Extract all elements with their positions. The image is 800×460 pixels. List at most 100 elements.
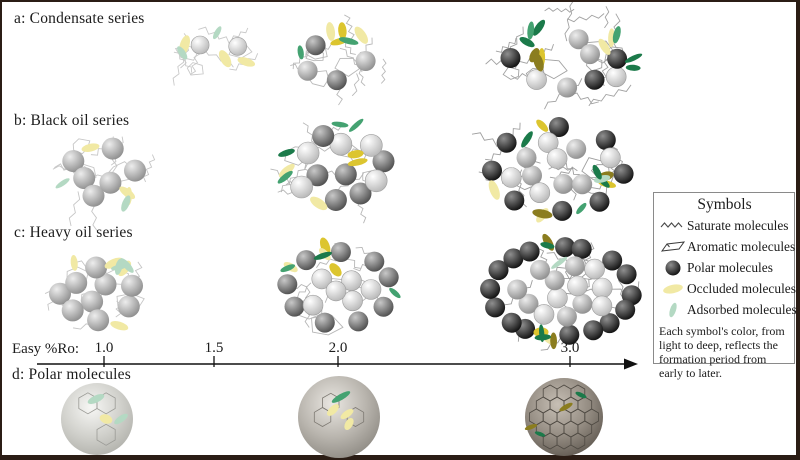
adsorbed-molecule — [277, 170, 293, 184]
adsorbed-molecule — [532, 19, 546, 36]
sphere-molecule — [349, 182, 372, 205]
cluster-heavyoil-early — [44, 255, 145, 332]
sphere-molecule — [49, 282, 71, 305]
adsorbed-molecule — [120, 258, 134, 273]
occluded-molecule — [329, 263, 342, 277]
occluded-molecule — [344, 418, 354, 430]
sphere-molecule — [297, 60, 318, 81]
polar-molecule — [571, 238, 592, 259]
sphere-molecule — [584, 258, 605, 280]
saturate-molecule — [172, 43, 189, 86]
sphere-molecule — [556, 306, 577, 327]
legend-note: Each symbol's color, from light to deep,… — [659, 324, 785, 381]
sphere-molecule — [62, 150, 85, 173]
sphere-molecule — [591, 277, 613, 299]
polar-sphere-1 — [61, 383, 133, 455]
cluster-heavyoil-late — [480, 233, 642, 351]
axis-tick-label: 3.0 — [560, 340, 580, 356]
legend-item-label: Polar molecules — [687, 259, 773, 275]
polar-molecule — [482, 160, 502, 181]
polar-molecule — [555, 237, 576, 258]
legend-title: Symbols — [697, 196, 752, 213]
adsorbed-molecule — [540, 242, 555, 249]
adsorbed-molecule — [338, 37, 359, 45]
occluded-molecule — [488, 180, 500, 200]
legend-item-label: Occluded molecules — [687, 280, 796, 296]
polar-molecule — [595, 130, 616, 150]
sphere-molecule — [82, 184, 105, 207]
adsorbed-molecule — [551, 256, 568, 269]
adsorbed-molecule — [331, 391, 351, 403]
occluded-molecule — [237, 57, 256, 67]
polar-molecule — [503, 248, 524, 269]
sphere-molecule — [567, 275, 588, 297]
aromatic-icon — [659, 240, 687, 254]
adsorbed-molecule — [121, 195, 131, 212]
sphere-molecule — [121, 274, 143, 297]
adsorbed-molecule — [625, 64, 641, 71]
legend-box: Symbols Saturate molecules Aromatic molec… — [653, 192, 797, 380]
polar-molecule — [504, 190, 525, 211]
row-label-heavyoil: c: Heavy oil series — [14, 224, 133, 241]
row-label-blackoil: b: Black oil series — [14, 112, 130, 129]
sphere-molecule — [73, 167, 96, 190]
occluded-molecule — [218, 50, 232, 68]
occluded-molecule — [354, 26, 369, 44]
saturate-molecule — [564, 2, 575, 42]
legend-item: Saturate molecules — [659, 215, 790, 236]
sphere-molecule — [500, 167, 522, 188]
sphere-molecule — [342, 290, 363, 312]
sphere-molecule — [572, 174, 593, 195]
saturate-molecule — [351, 73, 360, 97]
saturate-icon — [659, 219, 687, 233]
adsorbed-molecule — [331, 121, 349, 128]
polar-icon — [659, 259, 687, 277]
sphere-molecule — [544, 270, 565, 291]
adsorbed-icon — [659, 301, 687, 319]
legend-items: Saturate molecules Aromatic molecules Pola… — [659, 215, 797, 320]
cluster-condensate-mid — [290, 14, 387, 106]
adsorbed-molecule — [624, 53, 643, 63]
sphere-molecule — [290, 175, 313, 199]
sphere-molecule — [190, 35, 210, 55]
occluded-molecule — [598, 38, 611, 55]
sphere-molecule — [101, 137, 124, 160]
occluded-molecule — [347, 158, 368, 167]
polar-molecule — [496, 132, 517, 153]
cluster-condensate-late — [485, 2, 643, 110]
sphere-molecule — [537, 132, 559, 153]
saturate-molecule — [544, 7, 575, 13]
occluded-molecule — [338, 22, 347, 40]
polar-molecule — [589, 191, 610, 212]
sphere-molecule — [94, 273, 117, 296]
sphere-molecule — [87, 309, 110, 332]
occluded-molecule — [347, 150, 364, 159]
sphere-molecule — [312, 125, 335, 147]
sphere-molecule — [296, 141, 320, 165]
sphere-molecule — [516, 147, 537, 168]
saturate-molecule — [604, 6, 610, 29]
occluded-molecule — [529, 48, 540, 63]
polar-molecule — [583, 320, 604, 341]
sphere-molecule — [326, 70, 347, 91]
polar-molecule — [552, 200, 573, 221]
sphere-molecule — [277, 274, 298, 295]
row-label-condensate: a: Condensate series — [14, 10, 145, 27]
adsorbed-molecule — [212, 26, 222, 40]
axis-title: Easy %Ro: — [12, 341, 80, 357]
adsorbed-molecule — [87, 393, 105, 405]
saturate-molecule — [280, 163, 307, 193]
sphere-molecule — [526, 69, 547, 90]
sphere-molecule — [306, 164, 329, 187]
occluded-molecule — [327, 404, 339, 416]
sphere-molecule — [284, 296, 305, 317]
occluded-molecule — [536, 119, 549, 132]
sphere-molecule — [302, 294, 324, 316]
adsorbed-molecule — [519, 37, 535, 48]
axis-tick-label: 1.0 — [94, 340, 114, 356]
occluded-molecule — [608, 28, 615, 48]
polar-sphere-2 — [298, 376, 380, 458]
sphere-molecule — [564, 256, 585, 277]
adsorbed-molecule — [612, 26, 621, 44]
polar-molecule — [616, 264, 637, 285]
